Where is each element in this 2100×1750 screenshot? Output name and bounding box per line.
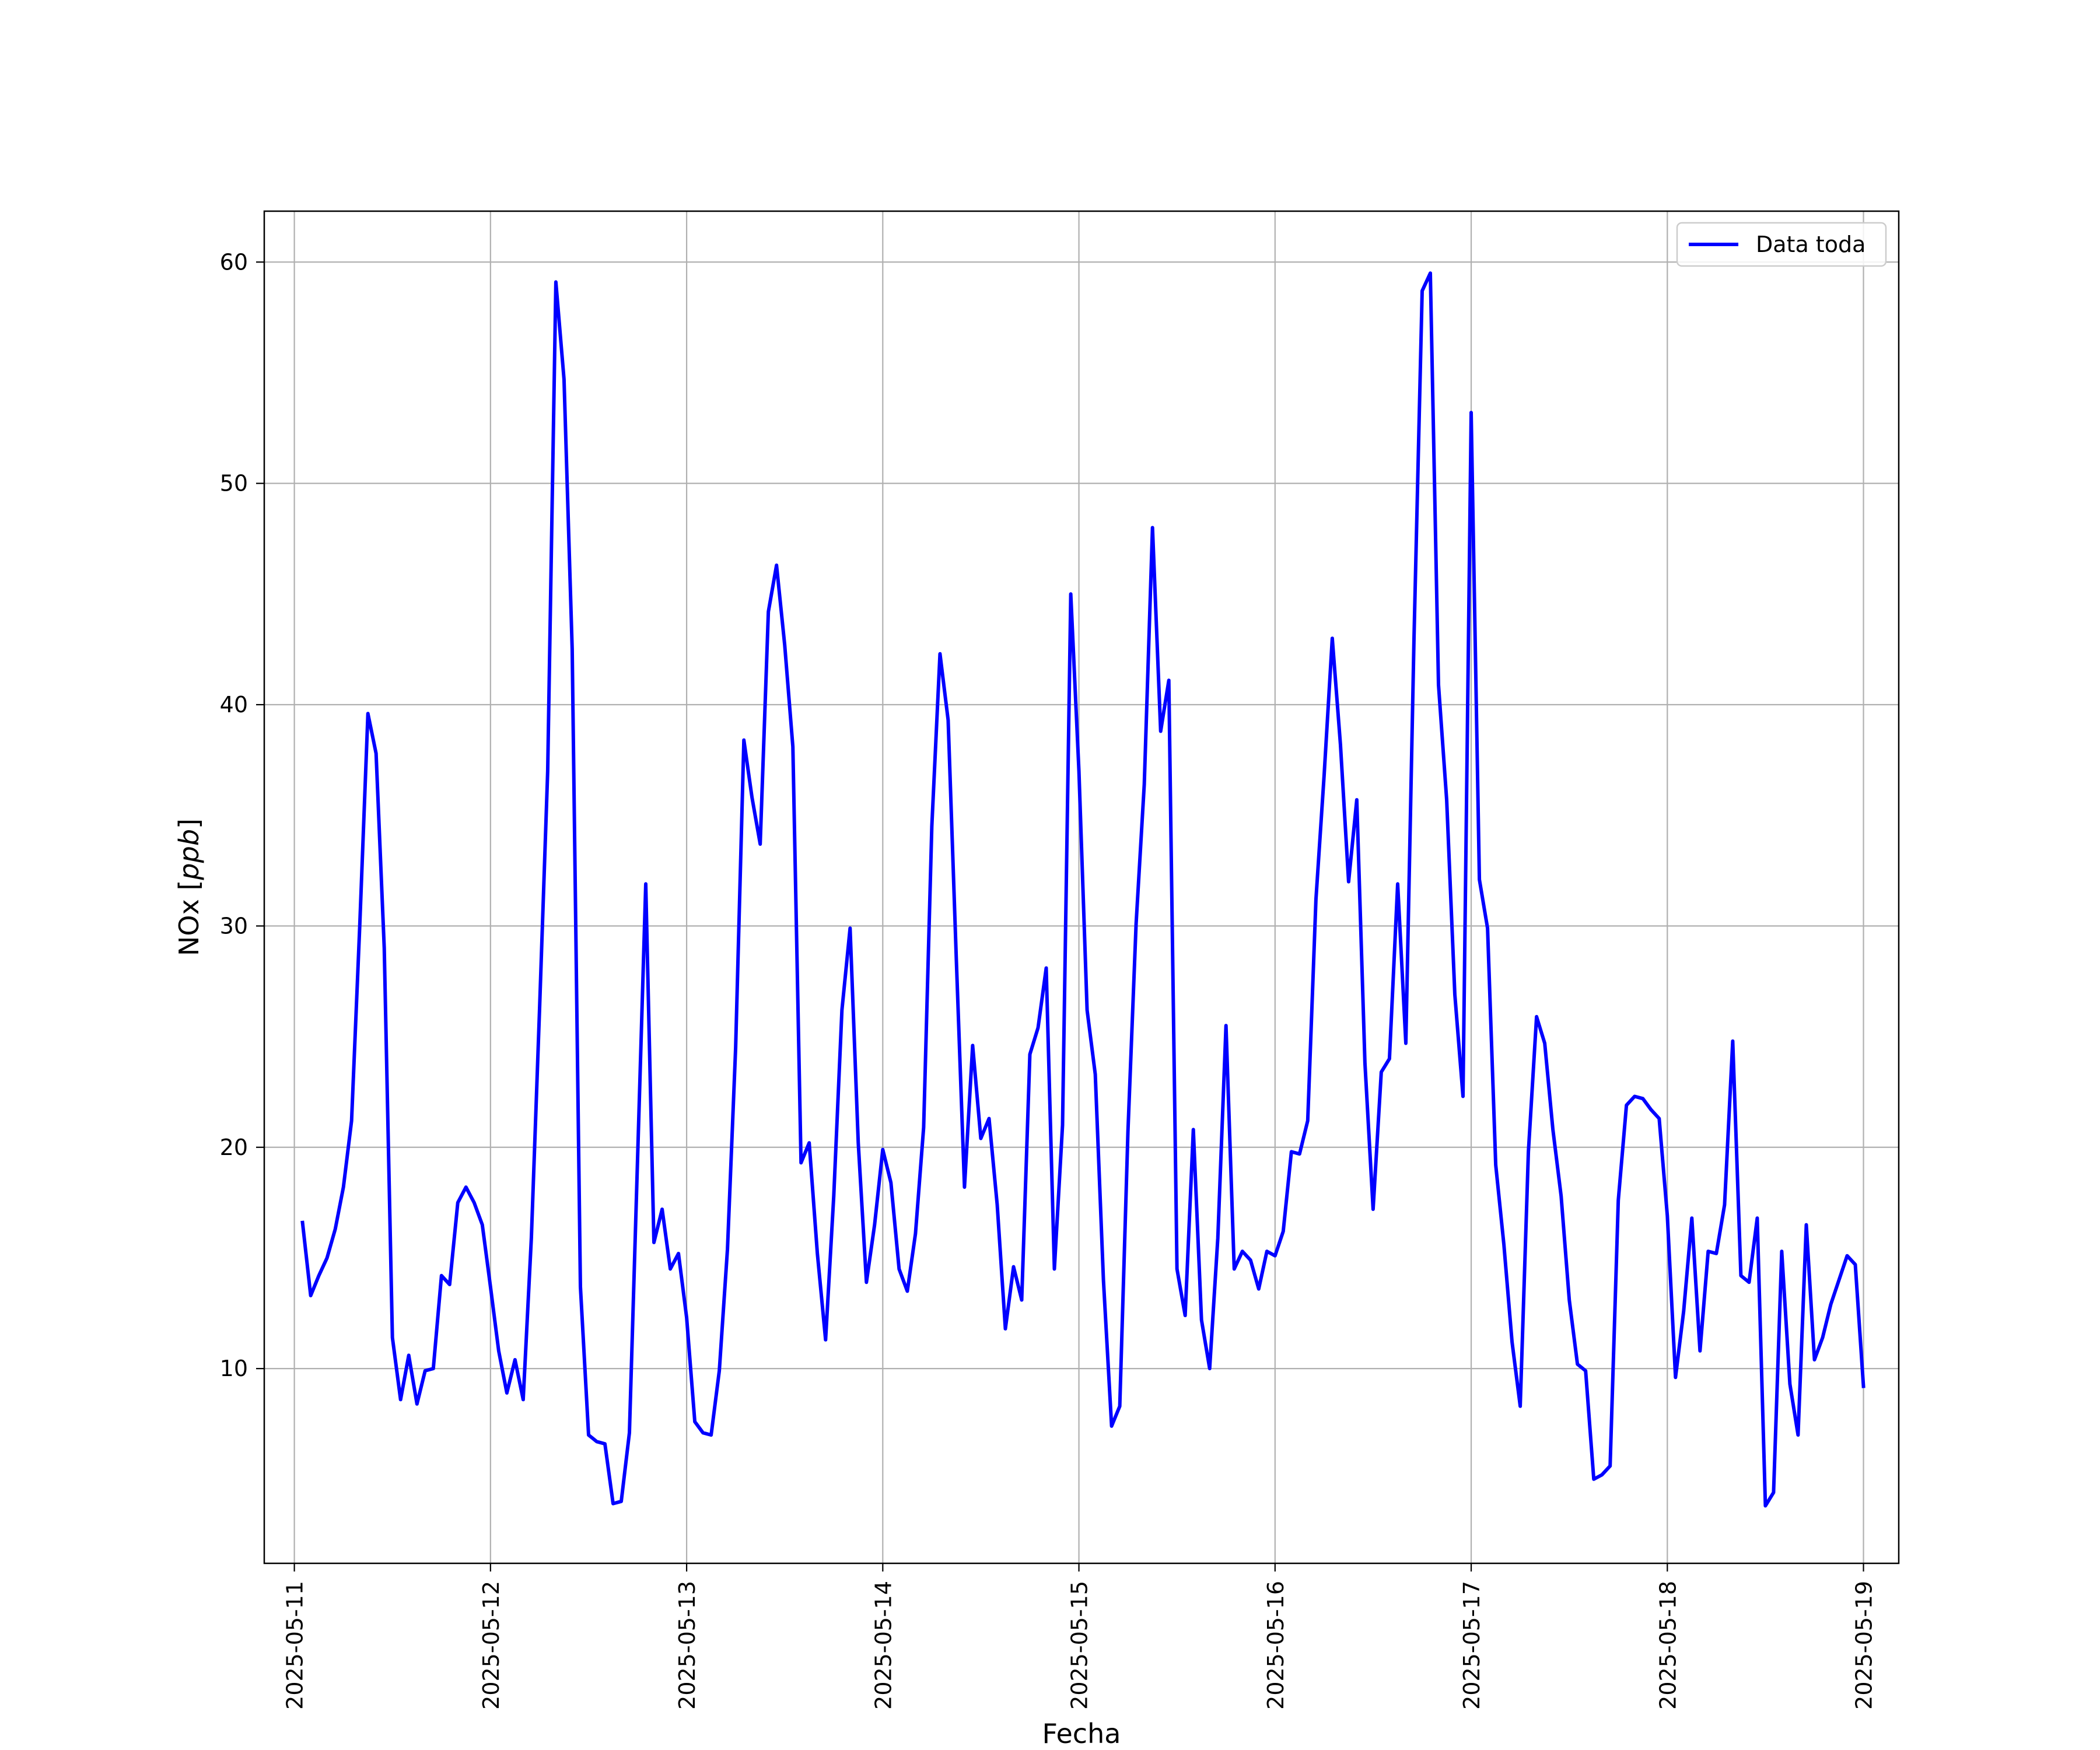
y-tick-label: 30	[220, 913, 248, 939]
grid-lines	[264, 211, 1899, 1563]
y-tick-label: 60	[220, 249, 248, 275]
y-tick-label: 10	[220, 1356, 248, 1381]
x-tick-label: 2025-05-18	[1655, 1581, 1681, 1710]
x-axis-label: Fecha	[1042, 1718, 1121, 1749]
y-tick-label: 50	[220, 471, 248, 496]
y-tick-label: 20	[220, 1135, 248, 1160]
x-tick-label: 2025-05-15	[1067, 1581, 1093, 1710]
x-tick-label: 2025-05-17	[1459, 1581, 1485, 1710]
legend-box	[1676, 222, 1887, 267]
plot-frame	[263, 210, 1900, 1564]
y-tick-label: 40	[220, 692, 248, 718]
x-tick-label: 2025-05-19	[1852, 1581, 1877, 1710]
x-axis-ticks: 2025-05-11 2025-05-12 2025-05-13 2025-05-14…	[282, 1563, 1877, 1710]
y-axis-ticks: 10 20 30 40 50 60	[220, 249, 264, 1381]
legend: Data toda	[1676, 222, 1887, 267]
series-line-data-toda	[300, 271, 1866, 1508]
legend-label: Data toda	[1756, 232, 1866, 257]
x-tick-label: 2025-05-12	[478, 1581, 504, 1710]
series-layer	[300, 271, 1866, 1508]
x-tick-label: 2025-05-11	[282, 1581, 308, 1710]
x-tick-label: 2025-05-16	[1263, 1581, 1289, 1710]
x-tick-label: 2025-05-14	[870, 1581, 896, 1710]
x-tick-label: 2025-05-13	[674, 1581, 700, 1710]
y-axis-label: NOx [ppb]	[173, 818, 205, 956]
